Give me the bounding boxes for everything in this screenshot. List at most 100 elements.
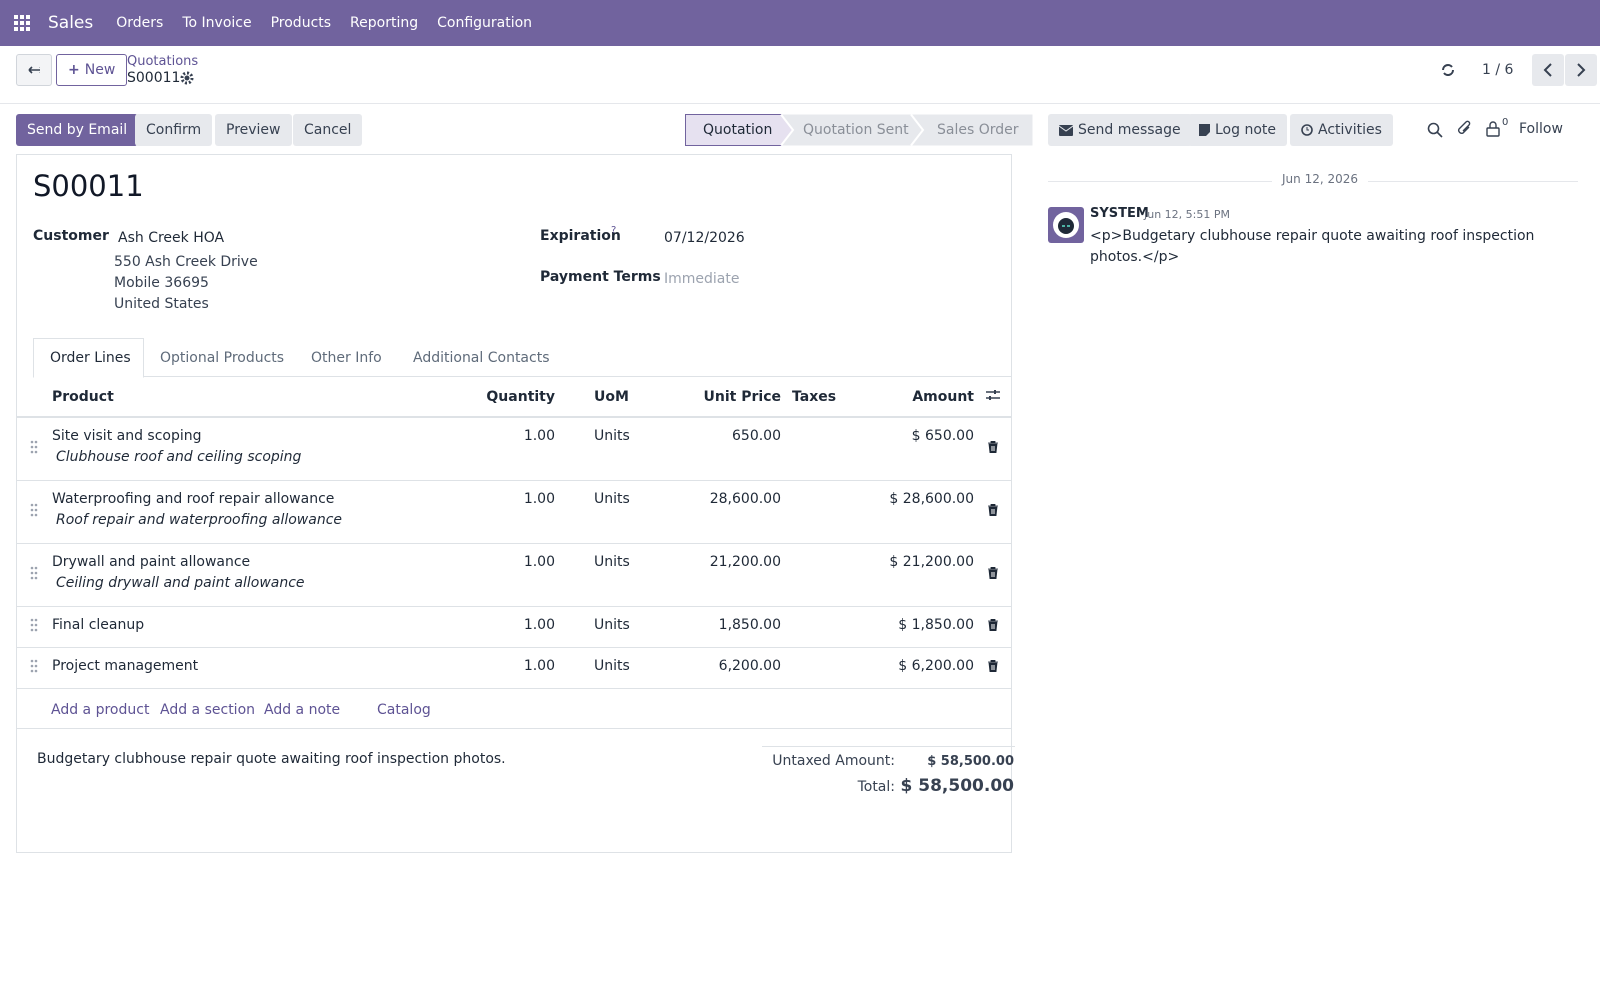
column-header[interactable]: Product	[52, 388, 114, 405]
drag-handle[interactable]	[30, 503, 38, 517]
prev-button[interactable]	[1532, 54, 1564, 86]
menu-item[interactable]: Reporting	[350, 15, 419, 31]
product-cell[interactable]: Project management	[51, 647, 451, 688]
amount: $ 6,200.00	[898, 657, 974, 674]
drag-handle[interactable]	[30, 618, 38, 632]
drag-handle[interactable]	[30, 659, 38, 673]
trash-icon[interactable]	[988, 440, 998, 454]
status-step[interactable]: Quotation Sent	[803, 122, 909, 138]
preview-button[interactable]: Preview	[215, 114, 292, 146]
uom[interactable]: Units	[594, 616, 630, 633]
customer-name[interactable]: Ash Creek HOA	[118, 230, 225, 246]
quantity[interactable]: 1.00	[523, 657, 555, 674]
delete-cell	[975, 647, 1011, 688]
add-section[interactable]: Add a section	[160, 702, 256, 718]
order-line[interactable]: Waterproofing and roof repair allowance R…	[17, 480, 1011, 543]
taxes[interactable]	[782, 647, 842, 688]
taxes[interactable]	[782, 480, 842, 543]
unit-price[interactable]: 28,600.00	[709, 490, 781, 507]
note-icon	[1199, 124, 1210, 136]
expiration-date[interactable]: 07/12/2026	[664, 230, 745, 246]
status-step[interactable]: Sales Order	[937, 122, 1019, 138]
drag-handle[interactable]	[30, 440, 38, 454]
order-line[interactable]: Site visit and scoping Clubhouse roof and…	[17, 417, 1011, 480]
pager: 1 / 6	[1482, 62, 1514, 78]
apps-icon[interactable]	[0, 0, 44, 46]
confirm-button[interactable]: Confirm	[135, 114, 213, 146]
send-message-button[interactable]: Send message	[1048, 114, 1192, 146]
uom[interactable]: Units	[594, 428, 630, 444]
drag-handle[interactable]	[30, 566, 38, 580]
menu-item[interactable]: Configuration	[437, 15, 533, 31]
tab[interactable]: Additional Contacts	[413, 350, 550, 366]
order-line[interactable]: Drywall and paint allowance Ceiling drywa…	[17, 543, 1011, 606]
settings-col[interactable]	[975, 377, 1011, 417]
trash-icon[interactable]	[988, 618, 998, 631]
uom[interactable]: Units	[594, 490, 630, 507]
taxes[interactable]	[782, 606, 842, 647]
product-name[interactable]: Drywall and paint allowance	[52, 553, 251, 570]
menu-item[interactable]: To Invoice	[182, 15, 252, 31]
gear-icon[interactable]	[180, 71, 194, 85]
tab[interactable]: Other Info	[311, 350, 382, 366]
next-button[interactable]	[1565, 54, 1597, 86]
uom[interactable]: Units	[594, 657, 630, 674]
menu-item[interactable]: Products	[270, 15, 332, 31]
cancel-button[interactable]: Cancel	[293, 114, 363, 146]
message-author[interactable]: SYSTEM	[1090, 206, 1149, 221]
follow-button[interactable]: Follow	[1519, 121, 1563, 137]
quantity[interactable]: 1.00	[523, 616, 555, 633]
order-line[interactable]: Final cleanup 1.00 Units 1,850.00 $ 1,850.00	[17, 606, 1011, 647]
breadcrumb[interactable]: Quotations	[127, 54, 199, 69]
taxes[interactable]	[782, 417, 842, 480]
log-note-button[interactable]: Log note	[1188, 114, 1287, 146]
column-header[interactable]: Quantity	[486, 388, 555, 405]
payment-terms[interactable]: Immediate	[664, 271, 740, 287]
product-name[interactable]: Site visit and scoping	[52, 428, 202, 444]
unit-price[interactable]: 6,200.00	[718, 657, 781, 674]
divider	[17, 728, 1011, 729]
product-cell[interactable]: Final cleanup	[51, 606, 451, 647]
column-header[interactable]: Amount	[912, 388, 974, 405]
add-note[interactable]: Add a note	[264, 702, 341, 718]
product-name[interactable]: Waterproofing and roof repair allowance	[52, 490, 335, 507]
app-name[interactable]: Sales	[48, 13, 94, 33]
unit-price[interactable]: 21,200.00	[709, 553, 781, 570]
product-cell[interactable]: Drywall and paint allowance Ceiling drywa…	[51, 543, 451, 606]
new-button[interactable]: + New	[56, 54, 128, 86]
unit-price[interactable]: 650.00	[732, 428, 781, 444]
status-current[interactable]: Quotation	[703, 122, 773, 138]
help-tooltip[interactable]: ?	[611, 225, 617, 236]
trash-icon[interactable]	[988, 503, 998, 516]
menu-item[interactable]: Orders	[116, 15, 164, 31]
toggle-button[interactable]	[16, 54, 52, 86]
reload-icon[interactable]	[1440, 62, 1456, 78]
quantity[interactable]: 1.00	[523, 553, 555, 570]
column-header[interactable]: UoM	[594, 388, 629, 405]
paperclip-icon[interactable]	[1457, 120, 1473, 138]
product-cell[interactable]: Waterproofing and roof repair allowance R…	[51, 480, 451, 543]
trash-icon[interactable]	[988, 566, 998, 579]
column-header[interactable]: Unit Price	[703, 388, 781, 405]
unit-price[interactable]: 1,850.00	[718, 616, 781, 633]
quantity[interactable]: 1.00	[523, 428, 555, 444]
activities-button[interactable]: Activities	[1290, 114, 1393, 146]
terms-note[interactable]: Budgetary clubhouse repair quote awaitin…	[37, 751, 506, 767]
search-icon[interactable]	[1427, 122, 1443, 138]
product-name[interactable]: Project management	[52, 657, 199, 674]
tab[interactable]: Optional Products	[160, 350, 285, 366]
catalog[interactable]: Catalog	[377, 702, 431, 718]
column-header[interactable]: Taxes	[792, 388, 837, 405]
taxes[interactable]	[782, 543, 842, 606]
trash-icon[interactable]	[988, 659, 998, 672]
product-name[interactable]: Final cleanup	[52, 616, 145, 633]
uom[interactable]: Units	[594, 553, 630, 570]
product-cell[interactable]: Site visit and scoping Clubhouse roof and…	[51, 417, 451, 480]
quantity[interactable]: 1.00	[523, 490, 555, 507]
order-line[interactable]: Project management 1.00 Units 6,200.00 $ 6,2…	[17, 647, 1011, 688]
avatar[interactable]	[1048, 207, 1084, 243]
lock-icon[interactable]	[1486, 121, 1500, 137]
send-email-button[interactable]: Send by Email	[16, 114, 139, 146]
tab[interactable]: Order Lines	[50, 350, 131, 366]
add-product[interactable]: Add a product	[51, 702, 150, 718]
